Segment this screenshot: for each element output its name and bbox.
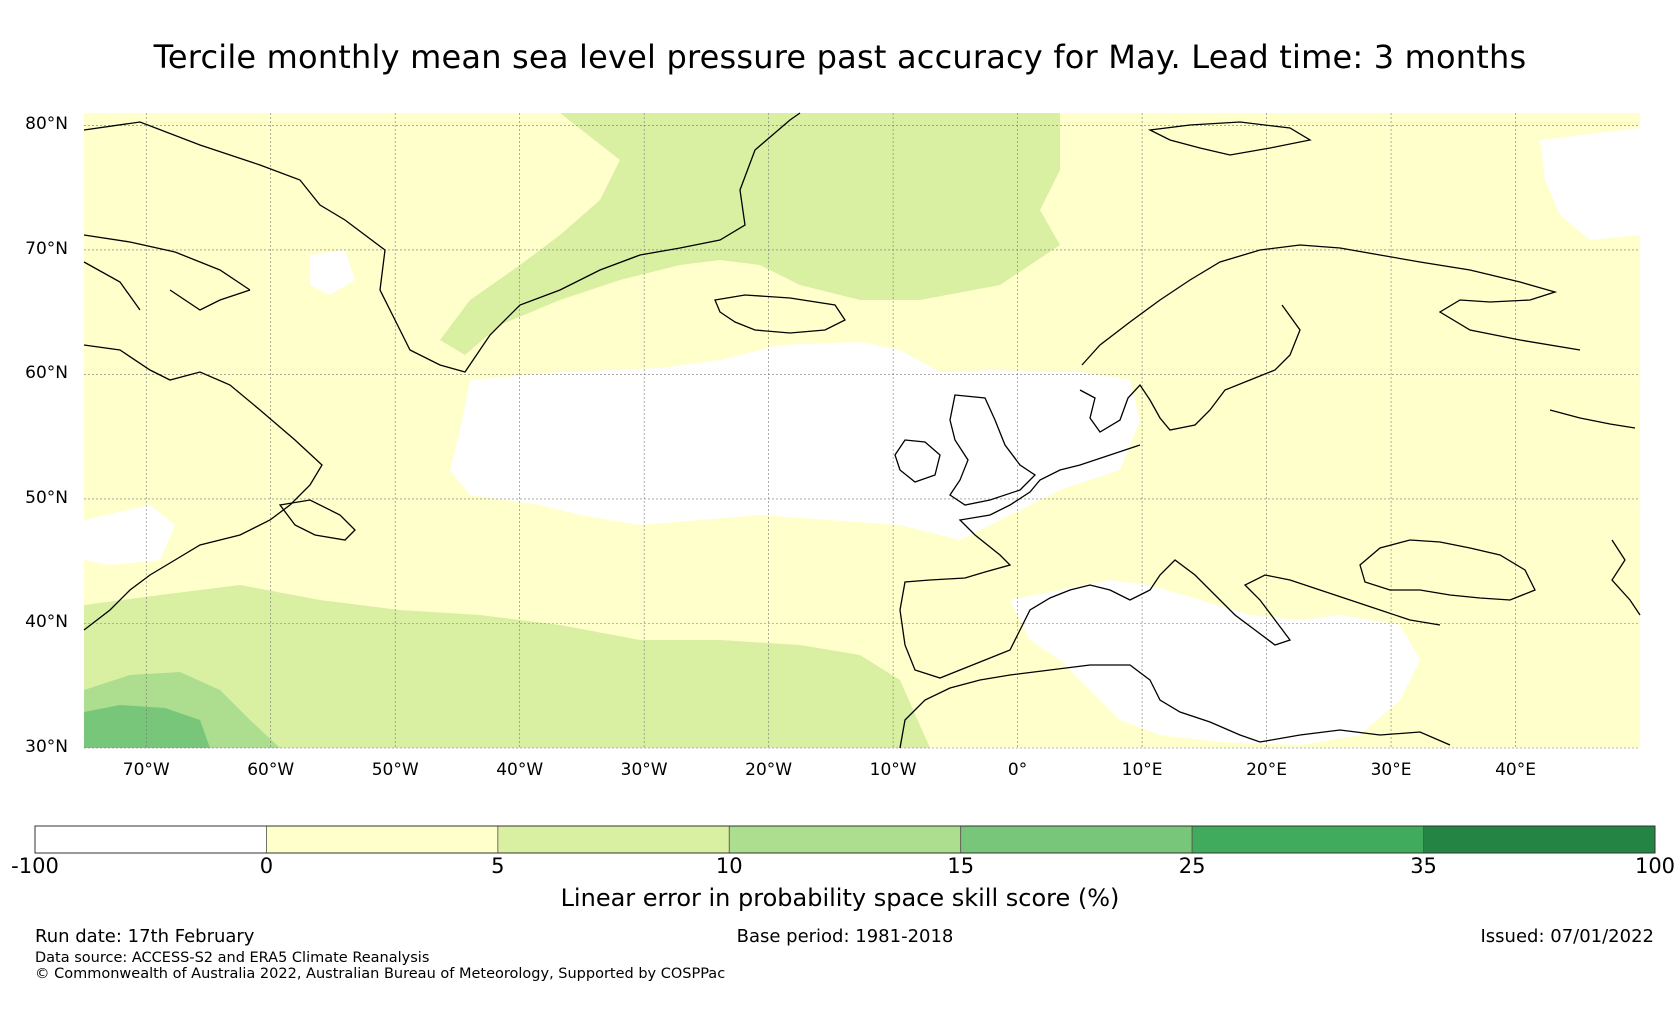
- coastline-east: [1549, 409, 1641, 616]
- data-source: Data source: ACCESS-S2 and ERA5 Climate …: [35, 950, 430, 966]
- colorbar-tick-label: 100: [1634, 854, 1676, 878]
- skill-region-arctic-white: [1540, 128, 1640, 240]
- coastline-british-isles: [894, 394, 1037, 506]
- coastline-canada-north: [83, 234, 251, 311]
- lat-label: 30°N: [25, 737, 68, 757]
- colorbar-tick-label: 35: [1410, 854, 1437, 878]
- colorbar-tick-label: 10: [715, 854, 743, 878]
- skill-region-mediterranean-white: [1010, 580, 1420, 745]
- coastline-europe-west: [899, 444, 1441, 679]
- skill-region-north-atlantic-white: [450, 342, 1140, 540]
- map-title: Tercile monthly mean sea level pressure …: [153, 38, 1527, 76]
- lat-label: 40°N: [25, 612, 68, 633]
- lon-label: 40°E: [1495, 760, 1536, 780]
- lon-label: 10°E: [1121, 760, 1163, 780]
- skill-region-greenland-white: [310, 250, 355, 295]
- coastline-black-sea: [1359, 539, 1536, 601]
- colorbar-segment: [1423, 825, 1656, 854]
- lon-label: 30°E: [1370, 760, 1412, 780]
- lon-label: 40°W: [496, 760, 544, 780]
- lon-label: 60°W: [247, 760, 295, 780]
- coastline-scandinavia: [1079, 244, 1581, 433]
- coastline-newfoundland: [278, 499, 356, 541]
- lat-label: 50°N: [25, 487, 68, 508]
- coastline-labrador: [83, 344, 323, 631]
- colorbar-segment: [266, 825, 499, 854]
- colorbar-tick-label: -100: [11, 854, 59, 878]
- coastlines: [83, 112, 1641, 749]
- skill-region-southwest-medium-green: [84, 705, 210, 748]
- colorbar-segment: [1191, 825, 1424, 854]
- lon-label: 20°W: [745, 760, 793, 780]
- colorbar-tick-label: 15: [947, 854, 975, 878]
- colorbar-tick-label: 25: [1178, 854, 1206, 878]
- colorbar-tick-label: 5: [491, 854, 505, 878]
- lat-label: 60°N: [25, 363, 68, 384]
- lon-label: 30°W: [620, 760, 668, 780]
- lon-label: 50°W: [371, 760, 419, 780]
- colorbar-segment: [497, 825, 730, 854]
- lat-label: 70°N: [25, 238, 68, 259]
- lat-label: 80°N: [25, 114, 68, 135]
- lon-label: 20°E: [1246, 760, 1287, 780]
- skill-region-subtropical-light-green: [84, 585, 930, 748]
- issued-date: Issued: 07/01/2022: [1480, 926, 1654, 947]
- coastline-greenland: [83, 112, 801, 373]
- colorbar-label: Linear error in probability space skill …: [560, 884, 1120, 912]
- coastline-svalbard: [1147, 121, 1312, 156]
- skill-region-west-white: [84, 505, 175, 565]
- coastline-north-africa: [899, 664, 1451, 749]
- colorbar-segment: [34, 825, 267, 854]
- base-period: Base period: 1981-2018: [736, 926, 954, 947]
- colorbar-tick-label: 0: [259, 854, 274, 878]
- lon-label: 10°W: [869, 760, 917, 780]
- copyright: © Commonwealth of Australia 2022, Austra…: [35, 966, 726, 982]
- colorbar-frame: [34, 825, 1656, 854]
- colorbar-segment: [960, 825, 1193, 854]
- colorbar: [34, 825, 1656, 854]
- coastline-iceland: [714, 294, 846, 334]
- skill-region-greenland-sea-light-green: [440, 113, 1060, 355]
- gridlines: [84, 113, 1640, 749]
- run-date: Run date: 17th February: [35, 926, 255, 947]
- lon-label: 70°W: [122, 760, 170, 780]
- lon-label: 0°: [1007, 760, 1028, 780]
- colorbar-segment: [728, 825, 962, 854]
